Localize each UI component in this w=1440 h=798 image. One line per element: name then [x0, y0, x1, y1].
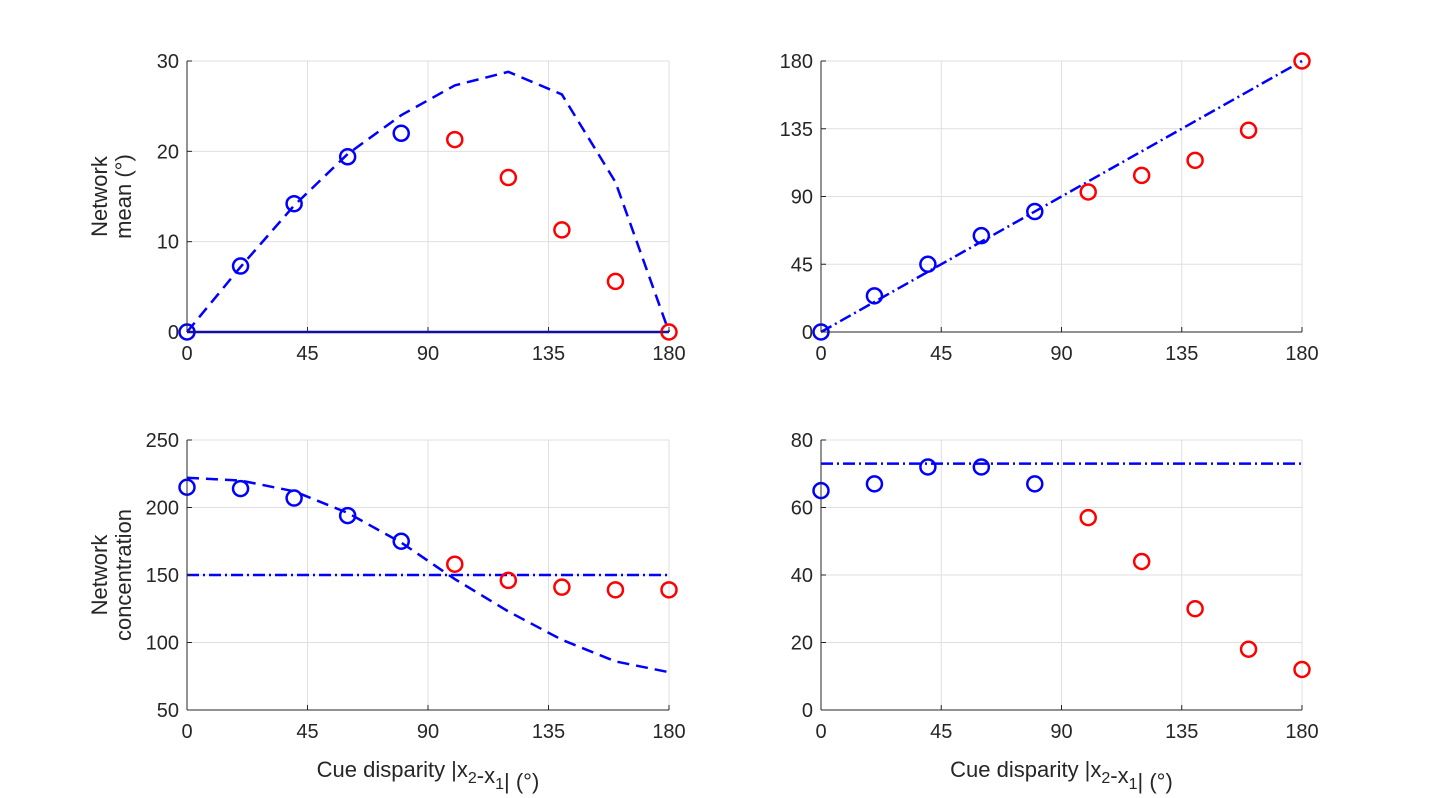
- data-point-blue: [285, 489, 303, 507]
- data-point-blue: [1026, 202, 1044, 221]
- y-tick-label: 40: [791, 565, 813, 587]
- y-axis-label-line-2: mean (°): [111, 154, 136, 239]
- data-point-red: [1132, 552, 1151, 571]
- data-point-red: [553, 221, 571, 239]
- x-tick-label: 180: [652, 343, 685, 365]
- x-tick-label: 180: [1285, 343, 1318, 365]
- x-tick-label: 0: [181, 343, 192, 365]
- x-axis-label: Cue disparity |x2-x1| (°): [950, 757, 1173, 794]
- data-point-red: [1186, 600, 1204, 618]
- data-point-red: [1079, 508, 1097, 527]
- y-tick-label: 100: [146, 633, 179, 655]
- x-tick-label: 135: [532, 721, 565, 743]
- x-tick-label: 180: [1285, 721, 1318, 743]
- x-tick-label: 45: [296, 343, 318, 365]
- series-line-dashdot: [820, 59, 1303, 334]
- y-tick-label: 0: [802, 322, 813, 344]
- subplot-2: 0 45 90 135 180 0 45 90 135 180: [780, 51, 1319, 365]
- data-point-blue: [392, 124, 410, 143]
- data-point-red: [446, 130, 464, 149]
- data-point-red: [446, 555, 464, 573]
- data-point-red: [499, 571, 518, 590]
- y-tick-label: 20: [791, 633, 813, 655]
- data-point-blue: [338, 148, 357, 166]
- y-tick-label: 0: [168, 322, 179, 344]
- y-tick-label: 250: [146, 430, 179, 452]
- data-point-red: [1132, 166, 1151, 185]
- data-point-red: [1239, 121, 1258, 140]
- y-tick-label: 60: [791, 498, 813, 520]
- y-tick-label: 150: [146, 565, 179, 587]
- x-tick-label: 90: [1050, 721, 1072, 743]
- data-point-red: [1186, 151, 1204, 170]
- y-tick-label: 45: [791, 254, 813, 276]
- y-axis-label-line-1: Network: [87, 155, 112, 237]
- y-tick-label: 80: [791, 430, 813, 452]
- data-point-blue: [338, 506, 357, 525]
- x-tick-label: 45: [296, 721, 318, 743]
- x-tick-label: 45: [930, 721, 952, 743]
- data-point-red: [660, 581, 678, 599]
- x-tick-label: 180: [652, 721, 685, 743]
- y-tick-label: 135: [780, 119, 813, 141]
- data-point-blue: [865, 287, 884, 305]
- x-tick-label: 0: [181, 721, 192, 743]
- y-axis-label-line-2: concentration: [111, 509, 136, 641]
- data-point-blue: [972, 226, 991, 245]
- data-point-red: [499, 168, 518, 187]
- data-point-red: [1293, 660, 1311, 679]
- y-tick-label: 20: [157, 141, 179, 163]
- y-tick-label: 10: [157, 232, 179, 254]
- data-point-blue: [231, 479, 250, 498]
- data-point-red: [553, 578, 571, 596]
- data-point-red: [606, 272, 625, 291]
- y-tick-label: 30: [157, 51, 179, 73]
- x-tick-label: 90: [1050, 343, 1072, 365]
- data-point-blue: [392, 532, 410, 550]
- series-line-dashed: [186, 476, 670, 674]
- data-point-blue: [919, 458, 937, 476]
- subplot-1: 0 45 90 135 180 0 10 20 30 Network mean (°): [87, 51, 686, 365]
- y-tick-label: 50: [157, 700, 179, 722]
- series-line-dashed: [186, 70, 671, 333]
- data-point-red: [1079, 183, 1097, 201]
- x-tick-label: 0: [815, 343, 826, 365]
- x-tick-label: 90: [417, 721, 439, 743]
- x-tick-label: 45: [930, 343, 952, 365]
- x-tick-label: 135: [1165, 721, 1198, 743]
- x-axis-label: Cue disparity |x2-x1| (°): [317, 757, 540, 794]
- subplot-3: 0 45 90 135 180 50 100 150 200 250 Network concentr…: [87, 430, 686, 794]
- data-point-blue: [865, 475, 884, 493]
- x-tick-label: 90: [417, 343, 439, 365]
- data-point-red: [606, 581, 625, 599]
- y-axis-label-line-1: Network: [87, 534, 112, 616]
- x-tick-label: 0: [815, 721, 826, 743]
- y-tick-label: 0: [802, 700, 813, 722]
- data-point-red: [1239, 640, 1258, 658]
- data-point-red: [1293, 52, 1311, 70]
- x-tick-label: 135: [1165, 343, 1198, 365]
- data-point-blue: [972, 458, 991, 476]
- x-tick-label: 135: [532, 343, 565, 365]
- data-point-blue: [919, 255, 937, 273]
- subplot-4: 0 45 90 135 180 0 20 40 60 80 Cue disparity |x2-x1…: [791, 430, 1319, 794]
- y-tick-label: 200: [146, 498, 179, 520]
- data-point-blue: [1026, 475, 1044, 493]
- y-tick-label: 90: [791, 187, 813, 209]
- data-point-blue: [231, 257, 250, 275]
- y-tick-label: 180: [780, 51, 813, 73]
- data-point-blue: [285, 194, 303, 213]
